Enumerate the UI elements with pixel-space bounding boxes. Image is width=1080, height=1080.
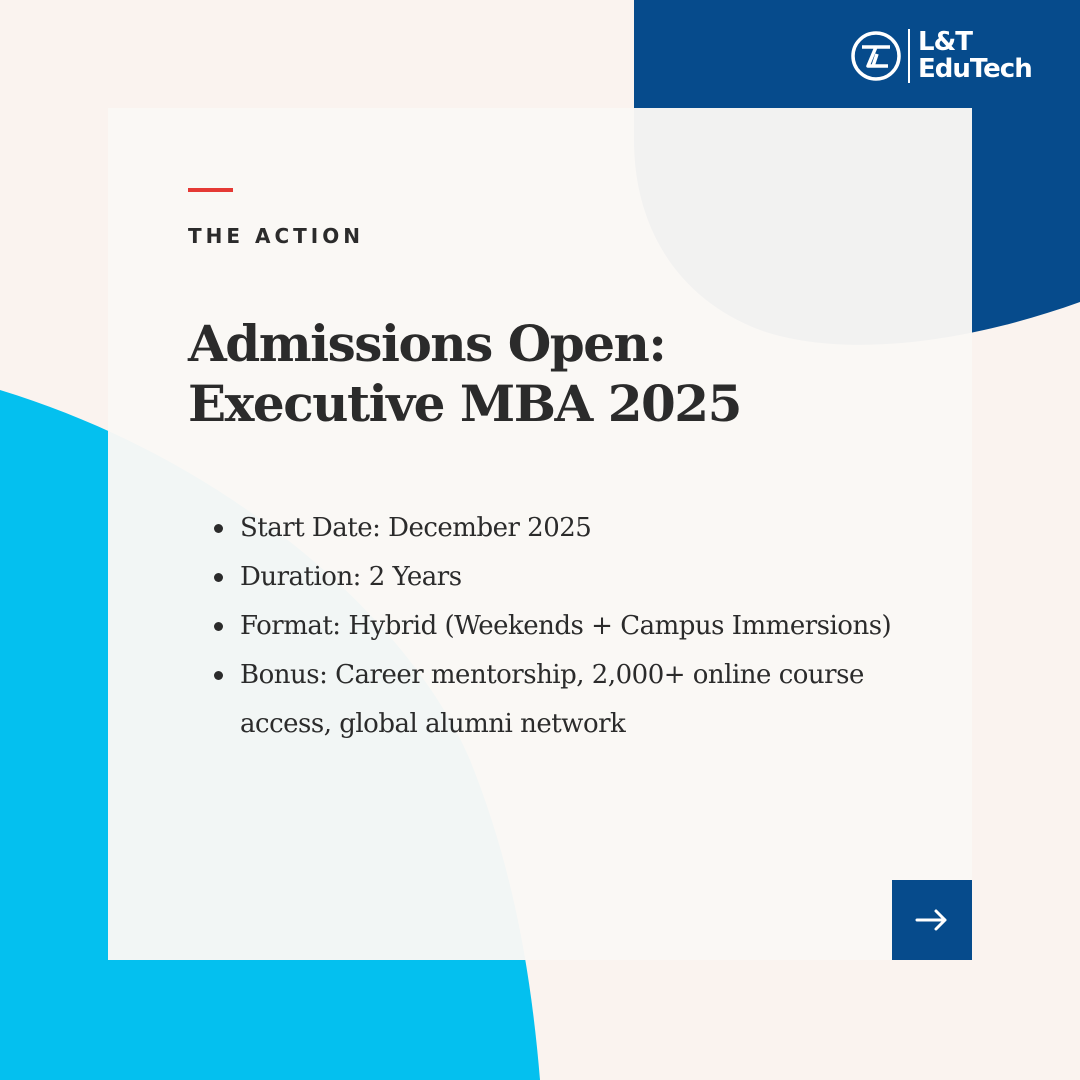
- details-list: Start Date: December 2025 Duration: 2 Ye…: [188, 504, 908, 749]
- content-card: THE ACTION Admissions Open: Executive MB…: [108, 108, 972, 960]
- section-eyebrow: THE ACTION: [188, 224, 364, 248]
- list-item-text: Bonus: Career mentorship, 2,000+ online …: [240, 660, 864, 739]
- logo-divider: [908, 29, 910, 83]
- list-item-start-date: Start Date: December 2025: [214, 504, 908, 553]
- list-item-text: Duration: 2 Years: [240, 562, 462, 592]
- lt-logo-icon: [851, 31, 901, 81]
- list-item-format: Format: Hybrid (Weekends + Campus Immers…: [214, 602, 908, 651]
- brand-line-1: L&T: [918, 27, 973, 57]
- headline: Admissions Open: Executive MBA 2025: [188, 314, 742, 433]
- bullet: [214, 622, 223, 631]
- arrow-right-icon: [915, 909, 947, 931]
- bullet: [214, 671, 223, 680]
- list-item-text: Format: Hybrid (Weekends + Campus Immers…: [240, 611, 892, 641]
- list-item-duration: Duration: 2 Years: [214, 553, 908, 602]
- list-item-bonus: Bonus: Career mentorship, 2,000+ online …: [214, 651, 908, 749]
- brand-line-2: EduTech: [918, 54, 1033, 84]
- next-button[interactable]: [892, 880, 972, 960]
- brand-logo: L&T EduTech: [850, 27, 1033, 84]
- list-item-text: Start Date: December 2025: [240, 513, 592, 543]
- bullet: [214, 524, 223, 533]
- brand-wordmark: L&T EduTech: [918, 27, 1033, 84]
- accent-line: [188, 188, 233, 192]
- bullet: [214, 573, 223, 582]
